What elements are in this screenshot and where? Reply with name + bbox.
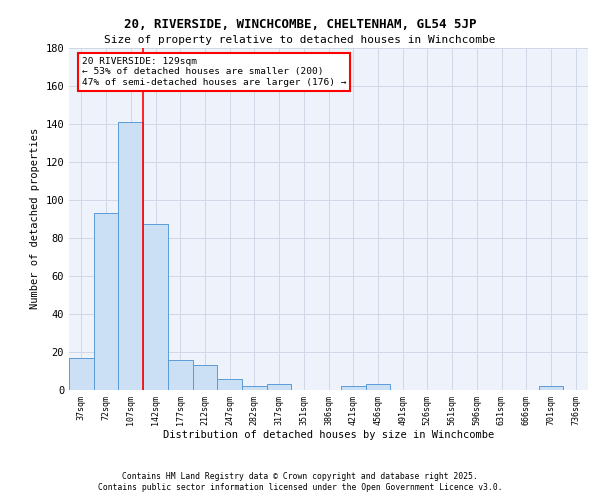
Text: Contains HM Land Registry data © Crown copyright and database right 2025.: Contains HM Land Registry data © Crown c…	[122, 472, 478, 481]
Bar	[365, 384, 390, 390]
Bar	[118, 122, 143, 390]
Bar	[94, 213, 118, 390]
Bar	[242, 386, 267, 390]
Bar	[539, 386, 563, 390]
Y-axis label: Number of detached properties: Number of detached properties	[30, 128, 40, 310]
Bar	[168, 360, 193, 390]
Text: 20, RIVERSIDE, WINCHCOMBE, CHELTENHAM, GL54 5JP: 20, RIVERSIDE, WINCHCOMBE, CHELTENHAM, G…	[124, 18, 476, 30]
Bar	[143, 224, 168, 390]
Bar	[217, 378, 242, 390]
Bar	[341, 386, 365, 390]
Text: Contains public sector information licensed under the Open Government Licence v3: Contains public sector information licen…	[98, 484, 502, 492]
Text: Size of property relative to detached houses in Winchcombe: Size of property relative to detached ho…	[104, 35, 496, 45]
Bar	[69, 358, 94, 390]
Bar	[193, 366, 217, 390]
Bar	[267, 384, 292, 390]
X-axis label: Distribution of detached houses by size in Winchcombe: Distribution of detached houses by size …	[163, 430, 494, 440]
Text: 20 RIVERSIDE: 129sqm
← 53% of detached houses are smaller (200)
47% of semi-deta: 20 RIVERSIDE: 129sqm ← 53% of detached h…	[82, 57, 346, 87]
